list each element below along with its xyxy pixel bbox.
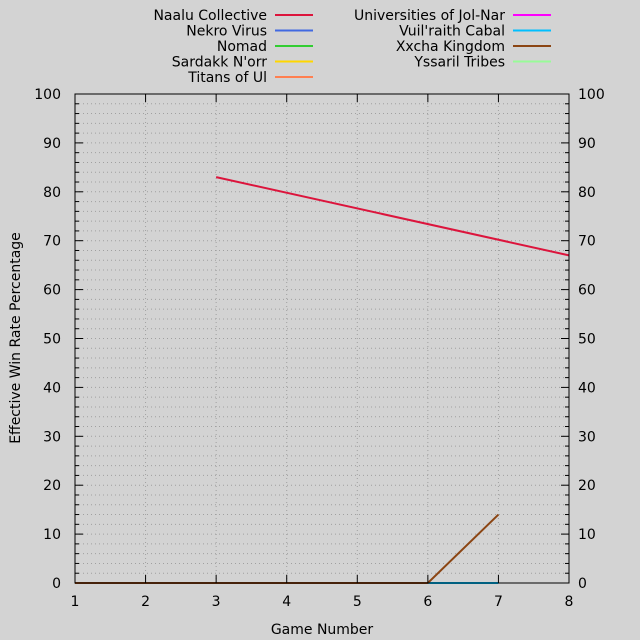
y-tick-label-right: 0 — [578, 576, 587, 592]
x-tick-label: 6 — [423, 594, 432, 610]
y-tick-label: 90 — [43, 136, 61, 152]
legend-label: Titans of Ul — [187, 70, 267, 86]
y-tick-label: 20 — [43, 478, 61, 494]
legend-label: Sardakk N'orr — [172, 55, 268, 71]
legend-label: Nomad — [217, 39, 267, 55]
y-tick-label-right: 40 — [578, 380, 596, 396]
legend-label: Universities of Jol-Nar — [354, 8, 505, 24]
y-tick-label-right: 90 — [578, 136, 596, 152]
legend-item-titans-of-ul: Titans of Ul — [187, 70, 313, 86]
x-tick-label: 3 — [212, 594, 221, 610]
x-tick-label: 5 — [353, 594, 362, 610]
legend-label: Xxcha Kingdom — [396, 39, 505, 55]
y-tick-label: 0 — [52, 576, 61, 592]
x-tick-label: 1 — [71, 594, 80, 610]
series-layer — [75, 176, 570, 584]
y-tick-label-right: 20 — [578, 478, 596, 494]
ticks — [74, 93, 570, 584]
y-tick-label: 100 — [34, 87, 61, 103]
y-axis-label: Effective Win Rate Percentage — [8, 232, 24, 444]
y-tick-label: 40 — [43, 380, 61, 396]
grid — [75, 94, 569, 583]
y-tick-label: 50 — [43, 332, 61, 348]
y-tick-label: 60 — [43, 283, 61, 299]
x-tick-label: 2 — [141, 594, 150, 610]
legend-item-yssaril-tribes: Yssaril Tribes — [413, 55, 551, 71]
legend-item-vuil-raith-cabal: Vuil'raith Cabal — [399, 24, 551, 40]
legend-item-universities-of-jol-nar: Universities of Jol-Nar — [354, 8, 551, 24]
x-axis-label: Game Number — [271, 622, 374, 638]
y-tick-label-right: 10 — [578, 527, 596, 543]
y-tick-label-right: 50 — [578, 332, 596, 348]
legend-item-nomad: Nomad — [217, 39, 313, 55]
legend-label: Yssaril Tribes — [413, 55, 505, 71]
plot-frame — [74, 93, 570, 584]
legend-item-xxcha-kingdom: Xxcha Kingdom — [396, 39, 551, 55]
series-line-naalu-collective — [215, 176, 570, 257]
x-tick-label: 7 — [494, 594, 503, 610]
x-tick-label: 4 — [282, 594, 291, 610]
y-tick-label: 80 — [43, 185, 61, 201]
y-tick-label-right: 100 — [578, 87, 605, 103]
x-tick-label: 8 — [565, 594, 574, 610]
legend-label: Nekro Virus — [186, 24, 267, 40]
legend-label: Naalu Collective — [153, 8, 267, 24]
y-tick-label-right: 70 — [578, 234, 596, 250]
legend-item-sardakk-n-orr: Sardakk N'orr — [172, 55, 313, 71]
y-tick-label: 30 — [43, 429, 61, 445]
legend-label: Vuil'raith Cabal — [399, 24, 505, 40]
y-tick-label-right: 30 — [578, 429, 596, 445]
series-line-xxcha-kingdom — [75, 513, 500, 584]
legend-item-naalu-collective: Naalu Collective — [153, 8, 313, 24]
y-tick-label: 70 — [43, 234, 61, 250]
legend-item-nekro-virus: Nekro Virus — [186, 24, 313, 40]
y-tick-label-right: 60 — [578, 283, 596, 299]
y-tick-label-right: 80 — [578, 185, 596, 201]
y-tick-label: 10 — [43, 527, 61, 543]
